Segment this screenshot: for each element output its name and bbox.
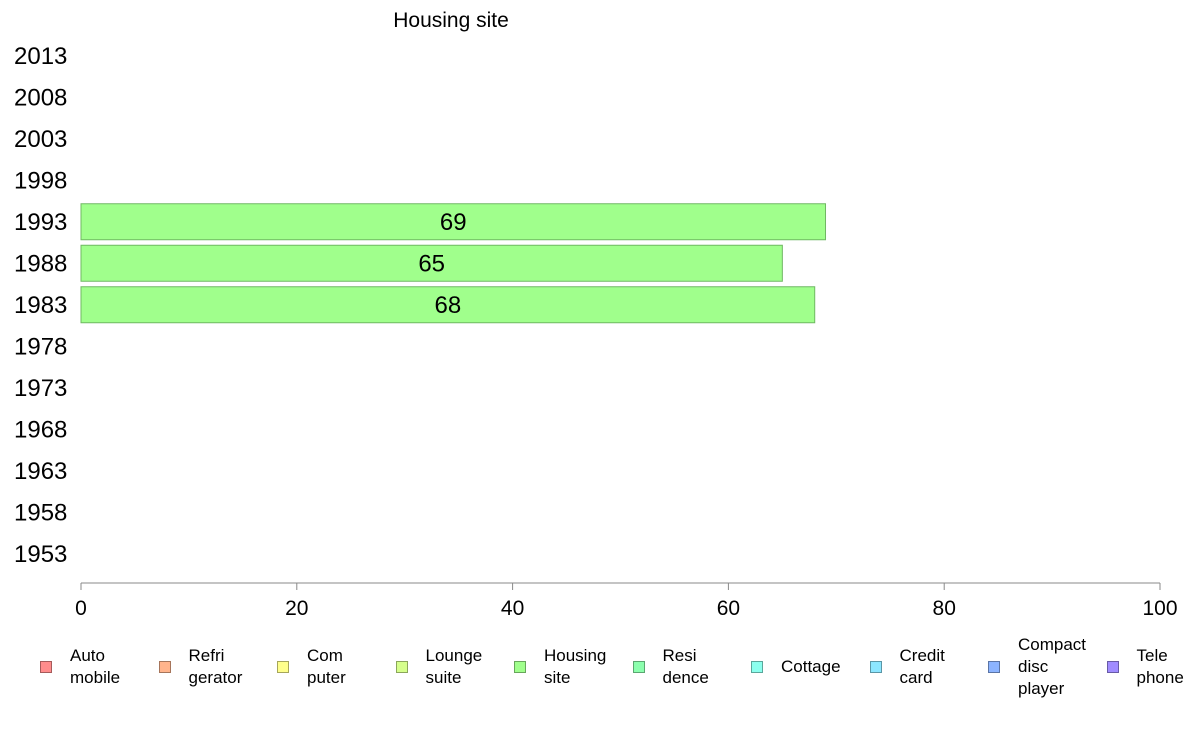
x-tick-label: 40 [501,597,524,620]
legend-item: Auto mobile [40,632,158,702]
legend-item: Compact disc player [988,632,1106,702]
y-tick-label: 1968 [14,416,67,443]
legend-label: Housing site [544,646,607,687]
y-tick-label: 2003 [14,126,67,153]
bar [80,244,783,282]
y-axis-labels: 1953 1958 1963 1968 1973 1978 1983 1988 1993 1998… [14,43,67,568]
legend-label: Com puter [307,646,346,687]
y-tick-label: 1953 [14,541,67,568]
y-tick-label: 1993 [14,209,67,236]
legend-swatch [277,661,289,673]
bar-value-label: 65 [418,250,445,277]
legend-item: Lounge suite [395,632,514,702]
bar [80,286,816,324]
legend-swatch [40,661,52,673]
legend-item: Credit card [869,632,988,702]
bar-chart: Housing site 1953 1958 1963 1968 1973 1978 198… [14,9,1178,620]
legend-swatch [158,661,171,673]
x-tick-label: 60 [717,597,740,620]
x-axis: 0 20 40 60 80 100 [75,582,1178,620]
legend-item: Resi dence [632,632,751,702]
y-tick-label: 1983 [14,292,67,319]
legend-swatch [988,661,1000,673]
y-tick-label: 1963 [14,458,67,485]
y-tick-label: 1973 [14,375,67,402]
x-tick-label: 20 [285,597,308,620]
x-tick-label: 0 [75,597,87,620]
y-tick-label: 1978 [14,333,67,360]
chart-title: Housing site [393,9,509,32]
bar-value-label: 68 [435,292,462,319]
legend-label: Credit card [899,646,945,687]
legend-label: Cottage [781,657,841,676]
legend-item: Tele phone [1106,632,1188,702]
legend-swatch [1106,661,1119,673]
legend-label: Lounge suite [425,646,483,687]
bar [80,203,827,241]
legend-label: Resi dence [662,646,709,687]
x-tick-label: 100 [1142,597,1177,620]
y-tick-label: 1988 [14,250,67,277]
x-tick-label: 80 [933,597,956,620]
y-tick-label: 2008 [14,84,67,111]
legend-swatch [514,661,526,673]
legend: Auto mobile Refri gerator Com puter Lounge … [0,632,1188,712]
legend-item: Com puter [277,632,395,702]
legend-label: Compact disc player [1018,635,1087,698]
bar-value-label: 69 [440,209,467,236]
legend-label: Auto mobile [70,646,121,687]
legend-item: Cottage [751,632,869,702]
legend-item: Refri gerator [158,632,277,702]
y-tick-label: 1998 [14,167,67,194]
legend-label: Tele phone [1136,646,1184,687]
legend-swatch [869,661,882,673]
bar-value-labels: 68 65 69 [418,209,466,319]
legend-label: Refri gerator [188,646,243,687]
legend-swatch [395,661,408,673]
legend-item: Housing site [514,632,632,702]
legend-swatch [632,661,645,673]
y-tick-label: 2013 [14,43,67,70]
bars [80,203,827,324]
legend-swatch [751,661,763,673]
y-tick-label: 1958 [14,499,67,526]
